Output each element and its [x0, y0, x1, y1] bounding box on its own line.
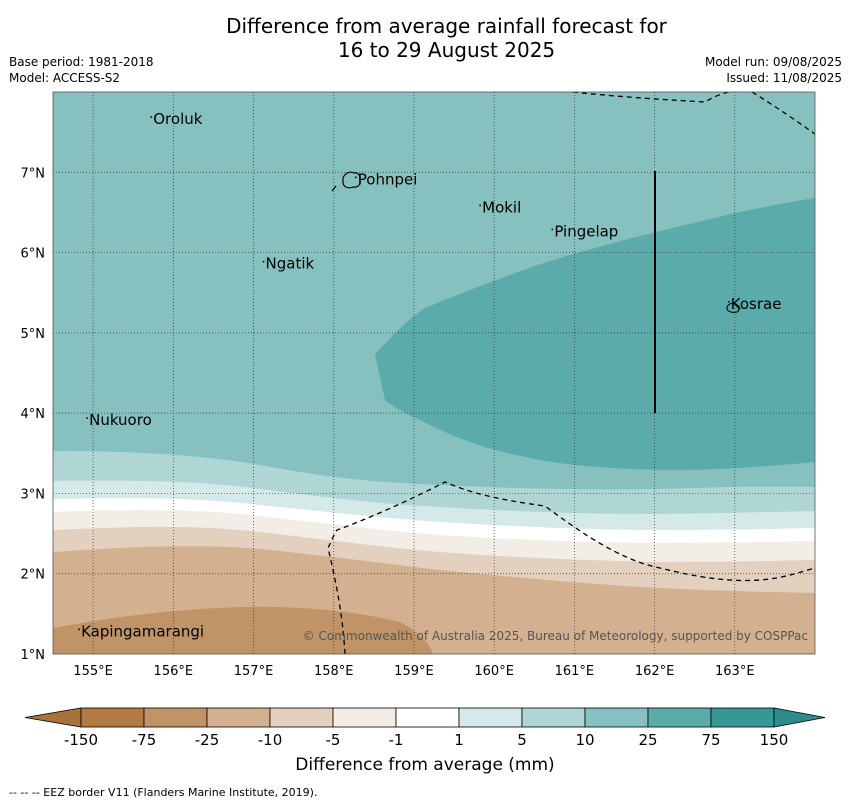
place-marker [150, 116, 153, 119]
latitude-tick-label: 6°N [21, 247, 46, 262]
band-positive-25-75 [375, 198, 815, 470]
place-labels: Oroluk Pohnpei Mokil Pingelap Ngatik Kosrae Nu… [78, 110, 781, 640]
colorbar-tick-label: 5 [517, 731, 527, 749]
longitude-tick-label: 160°E [474, 664, 514, 679]
colorbar-tick-label: -1 [389, 731, 404, 749]
place-label: Mokil [482, 198, 521, 216]
place-marker [354, 176, 357, 179]
colorbar-box [458, 707, 523, 728]
eez-border-north [572, 92, 732, 103]
longitude-tick-label: 155°E [73, 664, 113, 679]
latitude-tick-label: 4°N [21, 407, 46, 422]
pohnpei-island-outline [342, 171, 361, 189]
kosrae-island-outline [726, 302, 740, 313]
longitude-tick-label: 158°E [314, 664, 354, 679]
rainfall-map: Oroluk Pohnpei Mokil Pingelap Ngatik Kosrae Nu… [21, 91, 816, 679]
axis-labels: 155°E 156°E 157°E 158°E 159°E 160°E 161°E 162°E… [21, 166, 755, 679]
colorbar-box [80, 707, 145, 728]
place-label: Nukuoro [89, 411, 152, 429]
model-run: Model run: 09/08/2025 [704, 55, 842, 69]
colorbar-title: Difference from average (mm) [295, 755, 555, 775]
longitude-tick-label: 163°E [715, 664, 755, 679]
colorbar-box [395, 707, 460, 728]
title-line-1: Difference from average rainfall forecas… [226, 14, 667, 38]
place-marker [262, 260, 265, 263]
colorbar-box [710, 707, 775, 728]
issued-date: Issued: 11/08/2025 [726, 71, 842, 85]
eez-border-northeast [751, 92, 815, 135]
colorbar-box [647, 707, 712, 728]
colorbar-box [584, 707, 649, 728]
colorbar-box [332, 707, 397, 728]
gridlines [53, 92, 815, 654]
colorbar-boxes [24, 707, 826, 728]
map-title: Difference from average rainfall forecas… [0, 14, 850, 62]
colorbar-tick-label: -10 [258, 731, 283, 749]
colorbar-tick-label: -75 [132, 731, 157, 749]
colorbar-box [206, 707, 271, 728]
place-marker [727, 300, 730, 303]
place-label: Kosrae [731, 295, 782, 313]
colorbar-box [521, 707, 586, 728]
latitude-tick-label: 2°N [21, 568, 46, 583]
latitude-tick-label: 1°N [21, 648, 46, 663]
colorbar-box [143, 707, 208, 728]
band-negative-25-75 [53, 606, 433, 654]
eez-border-pohnpei-fragment [331, 185, 337, 192]
longitude-tick-label: 157°E [234, 664, 274, 679]
title-line-2: 16 to 29 August 2025 [337, 38, 556, 62]
colorbar-tick-label: 75 [701, 731, 720, 749]
colorbar-tick-label: 10 [575, 731, 594, 749]
colorbar-tick-label: 25 [638, 731, 657, 749]
colorbar-tick-label: -150 [64, 731, 98, 749]
place-label: Kapingamarangi [81, 622, 204, 640]
colorbar-tick-label: 1 [454, 731, 464, 749]
map-frame [52, 91, 816, 655]
place-label: Oroluk [153, 110, 202, 128]
latitude-tick-label: 5°N [21, 327, 46, 342]
longitude-tick-label: 162°E [635, 664, 675, 679]
place-marker [86, 417, 88, 420]
longitude-tick-label: 161°E [555, 664, 595, 679]
colorbar-extend-high [773, 707, 826, 728]
colorbar-box [269, 707, 334, 728]
colorbar-tick-label: -25 [195, 731, 220, 749]
colorbar-tick-label: 150 [760, 731, 789, 749]
place-label: Pingelap [554, 223, 618, 241]
place-label: Pohnpei [358, 170, 418, 188]
place-label: Ngatik [266, 255, 315, 273]
copyright-notice: © Commonwealth of Australia 2025, Bureau… [303, 629, 808, 643]
colorbar-extend-low [24, 707, 82, 728]
base-period: Base period: 1981-2018 [9, 55, 154, 69]
place-marker [479, 204, 482, 207]
eez-border-south [327, 481, 815, 654]
longitude-tick-label: 159°E [394, 664, 434, 679]
colorbar-tick-labels: -150 -75 -25 -10 -5 -1 1 5 10 25 75 150 [64, 731, 788, 749]
colorbar-tick-label: -5 [326, 731, 341, 749]
model-name: Model: ACCESS-S2 [9, 71, 121, 85]
place-marker [78, 628, 80, 631]
latitude-tick-label: 7°N [21, 166, 46, 181]
longitude-tick-label: 156°E [154, 664, 194, 679]
place-marker [551, 228, 554, 231]
eez-legend-note: -- -- -- EEZ border V11 (Flanders Marine… [9, 786, 318, 799]
latitude-tick-label: 3°N [21, 487, 46, 502]
